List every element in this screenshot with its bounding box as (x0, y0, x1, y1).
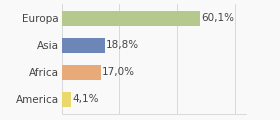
Bar (62, 38, 105, 53)
Bar (62, 92, 71, 107)
Text: 17,0%: 17,0% (102, 67, 135, 77)
Bar (62, 65, 101, 80)
Text: 18,8%: 18,8% (106, 40, 139, 50)
Bar (62, 11, 200, 26)
Text: 4,1%: 4,1% (72, 94, 99, 104)
Text: 60,1%: 60,1% (202, 13, 235, 23)
